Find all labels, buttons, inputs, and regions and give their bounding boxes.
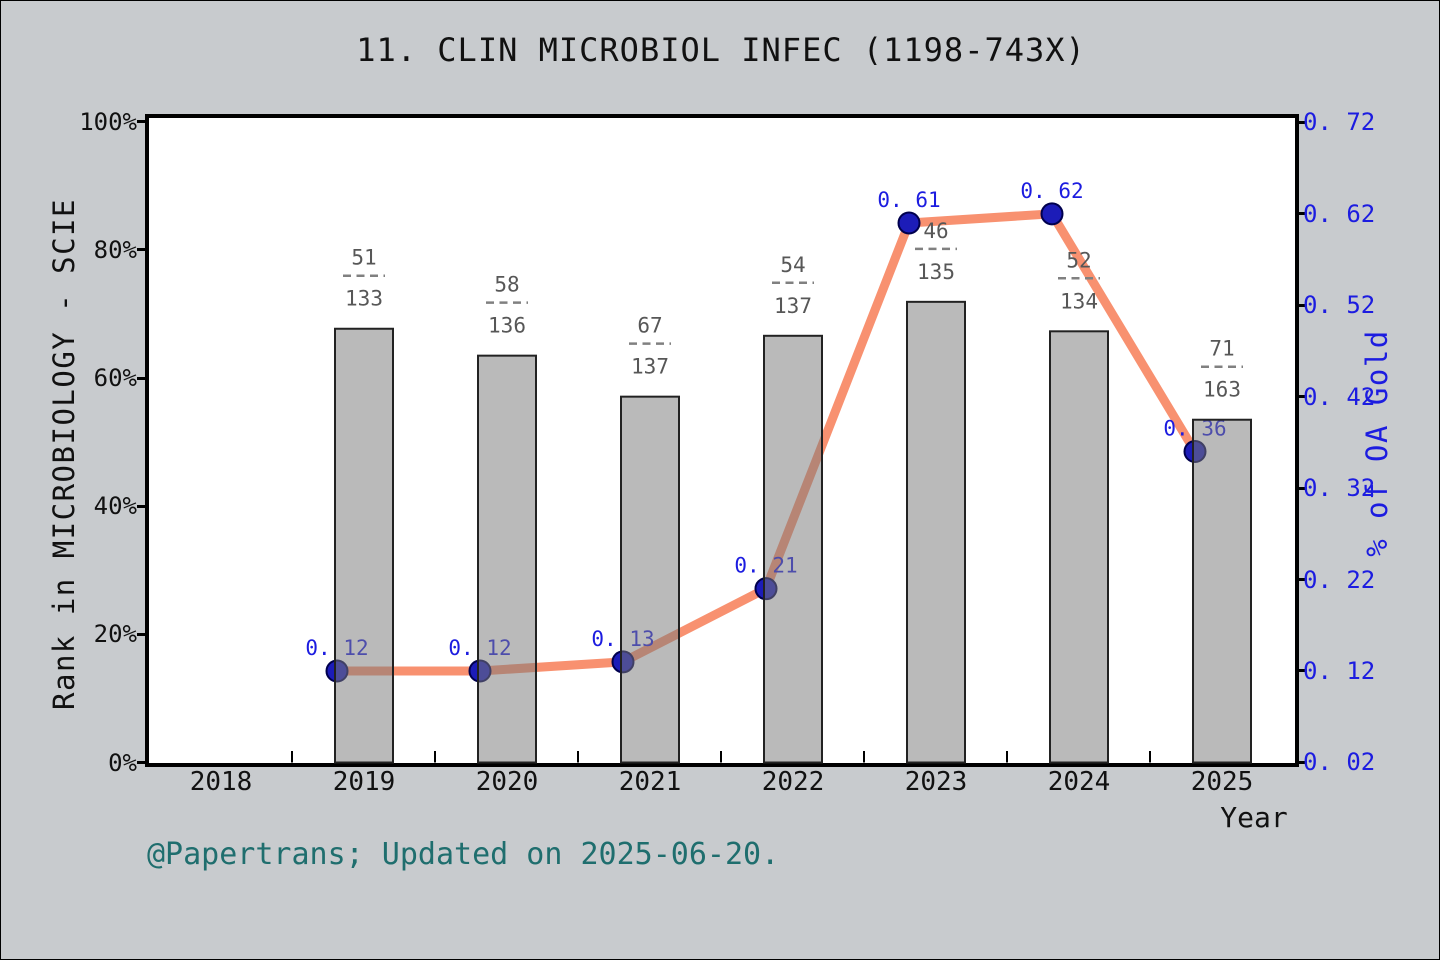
oa-point xyxy=(897,211,921,235)
left-tick-label: 0% xyxy=(108,748,137,777)
left-tick-mark xyxy=(137,504,149,508)
left-tick-mark xyxy=(137,761,149,764)
left-tick-mark xyxy=(137,632,149,636)
oa-point xyxy=(1040,202,1064,226)
right-tick-mark xyxy=(1295,669,1307,673)
right-tick-mark xyxy=(1295,212,1307,216)
right-tick-mark xyxy=(1295,760,1307,764)
x-tick-label: 2020 xyxy=(475,767,539,797)
bar-fraction-numerator: 51 xyxy=(351,246,376,270)
chart-title: 11. CLIN MICROBIOL INFEC (1198-743X) xyxy=(356,31,1086,69)
rank-bar xyxy=(1192,418,1252,764)
x-tick-label: 2021 xyxy=(618,767,682,797)
rank-bar xyxy=(334,327,394,764)
caption: @Papertrans; Updated on 2025-06-20. xyxy=(147,837,780,872)
x-tick-label: 2024 xyxy=(1047,767,1111,797)
bar-fraction-numerator: 46 xyxy=(923,219,948,243)
right-tick-label: 0. 32 xyxy=(1303,474,1376,503)
x-axis-title: Year xyxy=(1220,801,1288,834)
bar-fraction-denominator: 136 xyxy=(488,314,526,338)
rank-bar xyxy=(477,354,537,764)
left-tick-mark xyxy=(137,248,149,252)
chart-svg: 0. 120. 120. 130. 210. 610. 620. 3651133… xyxy=(291,179,1252,764)
left-tick-label: 80% xyxy=(93,235,137,264)
x-tick-label: 2019 xyxy=(332,767,396,797)
x-tick-label: 2018 xyxy=(189,767,253,797)
right-tick-mark xyxy=(1295,395,1307,399)
x-tick-label: 2023 xyxy=(904,767,968,797)
bar-fraction-denominator: 137 xyxy=(631,355,669,379)
bar-fraction-numerator: 52 xyxy=(1066,248,1091,272)
left-tick-label: 40% xyxy=(93,492,137,521)
x-tick-label: 2025 xyxy=(1190,767,1254,797)
right-tick-label: 0. 12 xyxy=(1303,656,1376,685)
right-axis-title: % of OA Gold xyxy=(1360,329,1394,557)
bar-fraction-denominator: 135 xyxy=(917,260,955,284)
oa-point-label: 0. 61 xyxy=(877,188,940,212)
rank-bar xyxy=(906,300,966,764)
bar-fraction-denominator: 137 xyxy=(774,294,812,318)
left-tick-label: 20% xyxy=(93,620,137,649)
left-tick-label: 60% xyxy=(93,364,137,393)
right-tick-label: 0. 72 xyxy=(1303,108,1376,137)
right-tick-mark xyxy=(1295,120,1307,124)
bar-fraction-numerator: 54 xyxy=(780,253,805,277)
left-tick-label: 100% xyxy=(79,107,137,136)
rank-bar xyxy=(763,334,823,764)
right-tick-label: 0. 02 xyxy=(1303,748,1376,777)
right-tick-label: 0. 62 xyxy=(1303,199,1376,228)
right-tick-label: 0. 22 xyxy=(1303,565,1376,594)
bar-fraction-denominator: 133 xyxy=(345,287,383,311)
bar-fraction-denominator: 163 xyxy=(1203,378,1241,402)
bar-fraction-denominator: 134 xyxy=(1060,289,1098,313)
right-tick-label: 0. 42 xyxy=(1303,382,1376,411)
x-tick-label: 2022 xyxy=(761,767,825,797)
rank-bar xyxy=(1049,330,1109,764)
right-tick-label: 0. 52 xyxy=(1303,291,1376,320)
right-tick-mark xyxy=(1295,486,1307,490)
bar-fraction-numerator: 58 xyxy=(494,273,519,297)
left-tick-mark xyxy=(137,120,149,124)
right-tick-mark xyxy=(1295,303,1307,307)
bar-fraction-numerator: 67 xyxy=(637,314,662,338)
left-tick-mark xyxy=(137,376,149,380)
right-tick-mark xyxy=(1295,578,1307,582)
oa-point-label: 0. 62 xyxy=(1020,179,1083,203)
bar-fraction-numerator: 71 xyxy=(1209,337,1234,361)
rank-bar xyxy=(620,395,680,764)
